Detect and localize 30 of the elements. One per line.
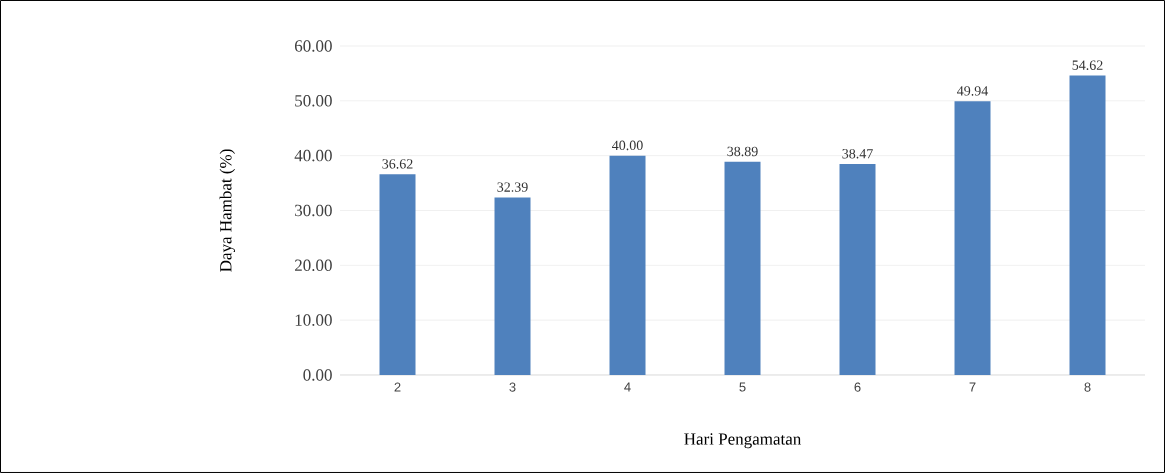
bar — [494, 197, 531, 375]
x-tick-label: 7 — [969, 382, 976, 392]
x-tick-label: 5 — [739, 382, 746, 392]
y-axis-title: Daya Hambat (%) — [219, 149, 236, 272]
y-tick-label: 30.00 — [295, 204, 332, 217]
bar — [839, 164, 876, 375]
x-tick-label: 3 — [509, 382, 516, 392]
x-axis-title: Hari Pengamatan — [684, 433, 802, 449]
bar — [724, 161, 761, 375]
data-label: 40.00 — [612, 140, 643, 151]
bar — [954, 101, 991, 375]
y-tick-label: 50.00 — [295, 95, 332, 107]
x-tick-label: 4 — [624, 382, 631, 392]
data-label: 54.62 — [1072, 60, 1103, 70]
x-tick-label: 6 — [854, 382, 861, 392]
y-tick-label: 0.00 — [303, 369, 332, 381]
y-tick-label: 10.00 — [295, 314, 332, 326]
bar — [379, 174, 416, 375]
data-label: 32.39 — [497, 182, 528, 192]
data-label: 49.94 — [957, 86, 989, 96]
bar — [1069, 75, 1106, 375]
bar — [609, 155, 646, 375]
x-tick-label: 2 — [394, 382, 401, 392]
data-label: 38.47 — [842, 149, 873, 159]
y-tick-label: 40.00 — [294, 149, 332, 162]
data-label: 36.62 — [382, 159, 413, 169]
x-tick-label: 8 — [1084, 382, 1091, 392]
data-label: 38.89 — [727, 146, 758, 157]
y-tick-label: 20.00 — [294, 259, 332, 272]
y-tick-label: 60.00 — [294, 40, 332, 52]
